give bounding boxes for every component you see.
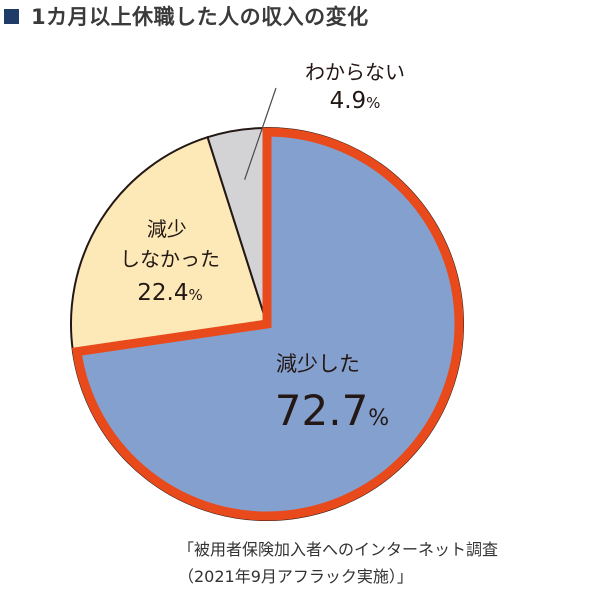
- slice-label-unknown: わからない: [305, 60, 405, 84]
- slice-value-unit-decreased: %: [368, 406, 389, 431]
- slice-label-line1-not-decreased: 減少: [147, 217, 187, 241]
- chart-title: 1カ月以上休職した人の収入の変化: [31, 5, 369, 29]
- slice-value-not-decreased: 22.4%: [137, 280, 202, 306]
- source-line1: 「被用者保険加入者へのインターネット調査: [178, 540, 499, 559]
- chart-title-row: 1カ月以上休職した人の収入の変化: [4, 2, 369, 30]
- highlight-outline-pie-slice-decreased: [71, 127, 464, 521]
- slice-value-decreased: 72.7%: [275, 386, 389, 435]
- slice-value-unit-unknown: %: [366, 94, 380, 112]
- slice-label-decreased: 減少した: [276, 352, 360, 376]
- source-note: 「被用者保険加入者へのインターネット調査 （2021年9月アフラック実施）」: [178, 536, 498, 590]
- highlight-layer: [71, 127, 464, 521]
- title-square-icon: [4, 8, 19, 24]
- slice-value-unit-not-decreased: %: [188, 286, 202, 304]
- leader-line-unknown: [244, 87, 277, 180]
- slice-value-number-unknown: 4.9: [330, 88, 367, 114]
- pie-slice-not-decreased: [70, 135, 269, 354]
- slice-label-not-decreased: 減少 しなかった: [120, 217, 220, 271]
- slice-value-number-decreased: 72.7: [275, 386, 369, 435]
- slice-value-unknown: 4.9%: [330, 88, 381, 114]
- source-line2: （2021年9月アフラック実施）」: [178, 567, 413, 586]
- slice-value-number-not-decreased: 22.4: [137, 280, 188, 306]
- slice-label-line2-not-decreased: しなかった: [120, 247, 220, 271]
